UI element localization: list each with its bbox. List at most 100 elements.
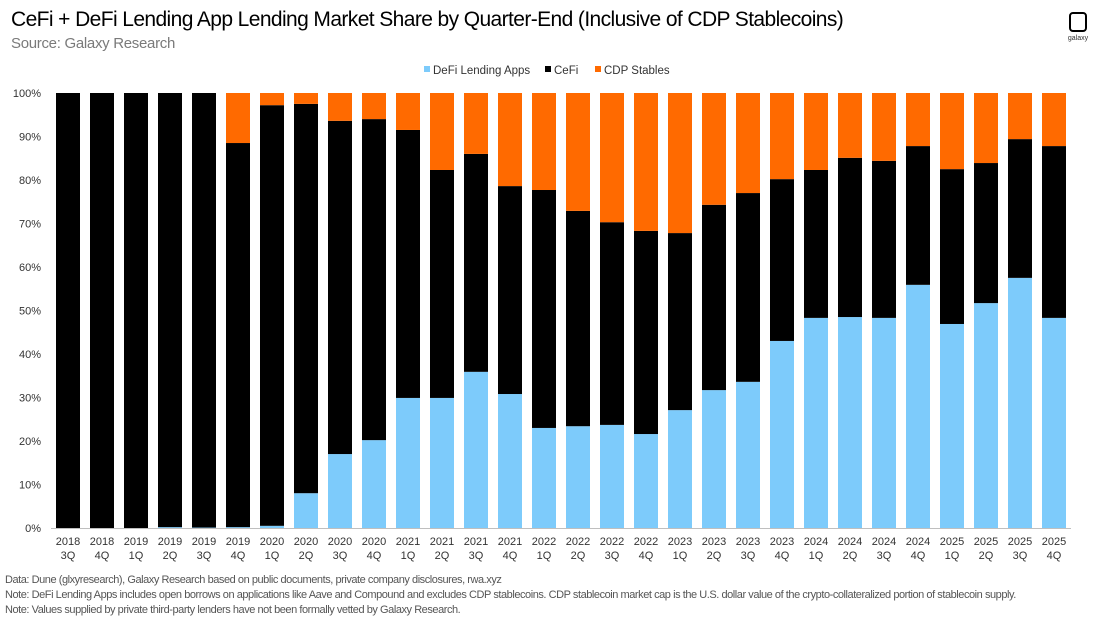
- x-tick-label-year: 2021: [430, 536, 454, 548]
- bar-defi-lending-apps-2019-3q: [192, 527, 216, 529]
- chart-subtitle: Source: Galaxy Research: [11, 35, 176, 52]
- data-source-note: Data: Dune (glxyresearch), Galaxy Resear…: [5, 574, 502, 586]
- bar-cefi-2024-2q: [838, 157, 862, 318]
- bar-cdp-stables-2025-3q: [1008, 93, 1032, 140]
- bar-defi-lending-apps-2024-3q: [872, 317, 896, 528]
- x-tick-label-quarter: 1Q: [401, 550, 416, 562]
- x-tick-label-year: 2020: [328, 536, 352, 548]
- x-tick-label-year: 2021: [396, 536, 420, 548]
- x-tick-label-year: 2022: [566, 536, 590, 548]
- x-tick-label-quarter: 3Q: [741, 550, 756, 562]
- x-tick-label-quarter: 3Q: [1013, 550, 1028, 562]
- bar-cefi-2023-1q: [668, 233, 692, 411]
- x-tick-label-year: 2025: [1042, 536, 1066, 548]
- bars: [56, 93, 1066, 529]
- x-tick-label-quarter: 2Q: [163, 550, 178, 562]
- bar-defi-lending-apps-2022-1q: [532, 427, 556, 528]
- bar-defi-lending-apps-2021-2q: [430, 397, 454, 528]
- x-tick-label-quarter: 1Q: [129, 550, 144, 562]
- legend-label: CeFi: [554, 65, 578, 77]
- bar-cefi-2019-3q: [192, 93, 216, 528]
- bar-cefi-2021-2q: [430, 169, 454, 398]
- x-tick-label-quarter: 3Q: [197, 550, 212, 562]
- x-tick-label-year: 2024: [872, 536, 896, 548]
- bar-defi-lending-apps-2025-2q: [974, 303, 998, 528]
- bar-defi-lending-apps-2021-3q: [464, 371, 488, 528]
- x-tick-label-year: 2025: [1008, 536, 1032, 548]
- bar-defi-lending-apps-2023-1q: [668, 410, 692, 528]
- x-tick-label-quarter: 4Q: [639, 550, 654, 562]
- bar-defi-lending-apps-2022-4q: [634, 434, 658, 528]
- bar-defi-lending-apps-2025-4q: [1042, 317, 1066, 528]
- chart-title: CeFi + DeFi Lending App Lending Market S…: [11, 8, 844, 31]
- bar-cdp-stables-2020-1q: [260, 93, 284, 106]
- bar-cdp-stables-2024-2q: [838, 93, 862, 158]
- x-tick-label-year: 2020: [362, 536, 386, 548]
- bar-defi-lending-apps-2025-3q: [1008, 277, 1032, 528]
- bar-cdp-stables-2022-1q: [532, 93, 556, 191]
- y-axis: 0% 10% 20% 30% 40% 50% 60% 70% 80% 90% 100%: [13, 88, 41, 535]
- x-tick-label-quarter: 4Q: [1047, 550, 1062, 562]
- x-tick-label-quarter: 2Q: [571, 550, 586, 562]
- bar-cefi-2019-1q: [124, 93, 148, 528]
- y-tick-label: 50%: [19, 306, 41, 318]
- x-tick-label-year: 2021: [498, 536, 522, 548]
- x-tick-label-year: 2019: [192, 536, 216, 548]
- x-tick-label-year: 2022: [600, 536, 624, 548]
- bar-defi-lending-apps-2019-2q: [158, 527, 182, 528]
- bar-defi-lending-apps-2024-1q: [804, 317, 828, 528]
- y-tick-label: 40%: [19, 349, 41, 361]
- x-tick-label-quarter: 2Q: [707, 550, 722, 562]
- x-tick-label-quarter: 3Q: [333, 550, 348, 562]
- bar-cdp-stables-2025-1q: [940, 93, 964, 170]
- x-tick-label-year: 2025: [974, 536, 998, 548]
- bar-cefi-2024-3q: [872, 160, 896, 318]
- bar-cefi-2019-4q: [226, 143, 250, 528]
- bar-cdp-stables-2023-2q: [702, 93, 726, 205]
- x-tick-label-quarter: 1Q: [945, 550, 960, 562]
- bar-cefi-2021-3q: [464, 153, 488, 372]
- x-tick-label-quarter: 4Q: [503, 550, 518, 562]
- bar-defi-lending-apps-2020-2q: [294, 493, 318, 528]
- x-tick-label-year: 2023: [770, 536, 794, 548]
- bar-cefi-2020-3q: [328, 120, 352, 455]
- bar-cefi-2025-1q: [940, 169, 964, 324]
- bar-cefi-2024-4q: [906, 146, 930, 285]
- bar-cdp-stables-2022-4q: [634, 93, 658, 231]
- bar-cdp-stables-2019-4q: [226, 93, 250, 144]
- x-tick-label-year: 2019: [226, 536, 250, 548]
- bar-defi-lending-apps-2024-2q: [838, 317, 862, 528]
- x-tick-label-year: 2020: [294, 536, 318, 548]
- x-tick-label-quarter: 1Q: [537, 550, 552, 562]
- x-tick-label-year: 2021: [464, 536, 488, 548]
- bar-cdp-stables-2024-1q: [804, 93, 828, 170]
- x-tick-label-quarter: 3Q: [605, 550, 620, 562]
- bar-cdp-stables-2020-4q: [362, 93, 386, 120]
- x-tick-label-year: 2022: [532, 536, 556, 548]
- x-tick-label-year: 2020: [260, 536, 284, 548]
- bar-defi-lending-apps-2021-1q: [396, 397, 420, 528]
- bar-cdp-stables-2025-2q: [974, 93, 998, 164]
- bar-cefi-2025-3q: [1008, 139, 1032, 278]
- y-tick-label: 70%: [19, 219, 41, 231]
- y-tick-label: 20%: [19, 436, 41, 448]
- legend: DeFi Lending Apps CeFi CDP Stables: [424, 65, 670, 77]
- x-tick-label-year: 2018: [90, 536, 114, 548]
- x-tick-label-quarter: 4Q: [367, 550, 382, 562]
- y-tick-label: 30%: [19, 393, 41, 405]
- y-tick-label: 80%: [19, 175, 41, 187]
- bar-cefi-2023-2q: [702, 204, 726, 391]
- bar-cdp-stables-2024-4q: [906, 93, 930, 147]
- bar-cefi-2018-3q: [56, 93, 80, 528]
- y-tick-label: 90%: [19, 132, 41, 144]
- x-tick-label-quarter: 1Q: [673, 550, 688, 562]
- bar-cefi-2022-3q: [600, 222, 624, 425]
- bar-cefi-2020-1q: [260, 105, 284, 526]
- legend-swatch: [595, 66, 601, 72]
- bar-cdp-stables-2021-4q: [498, 93, 522, 187]
- bar-defi-lending-apps-2023-2q: [702, 390, 726, 528]
- bar-cefi-2018-4q: [90, 93, 114, 528]
- bar-cdp-stables-2023-3q: [736, 93, 760, 194]
- disclaimer-note: Note: Values supplied by private third-p…: [5, 604, 461, 616]
- x-tick-label-quarter: 2Q: [979, 550, 994, 562]
